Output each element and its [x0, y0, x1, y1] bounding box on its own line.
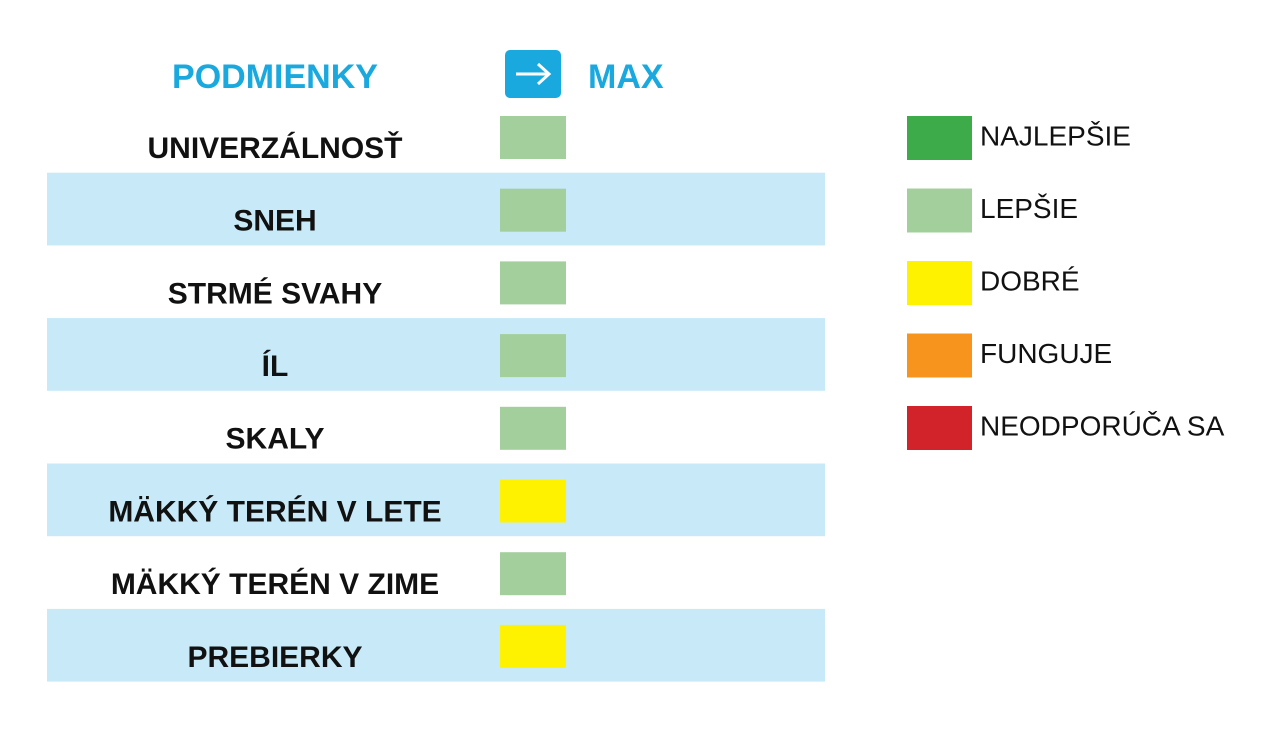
legend-swatch — [907, 116, 972, 160]
row-band — [47, 318, 825, 391]
row-band — [47, 172, 825, 246]
rating-swatch — [500, 116, 566, 159]
rating-swatch — [500, 479, 566, 523]
row-label: MÄKKÝ TERÉN V ZIME — [111, 567, 439, 601]
rating-swatch — [500, 261, 566, 305]
row-label: STRMÉ SVAHY — [168, 276, 382, 310]
legend-swatch — [907, 333, 972, 378]
row-label: UNIVERZÁLNOSŤ — [148, 131, 403, 165]
arrow-icon — [505, 50, 561, 98]
legend-swatch — [907, 261, 972, 305]
legend-label: FUNGUJE — [980, 338, 1112, 369]
rating-swatch — [500, 188, 566, 232]
rating-swatch — [500, 334, 566, 378]
rating-swatch — [500, 624, 566, 668]
legend-label: NEODPORÚČA SA — [980, 410, 1225, 441]
rating-swatch — [500, 406, 566, 450]
row-label: SNEH — [233, 205, 316, 238]
row-label: PREBIERKY — [187, 641, 362, 674]
legend-label: DOBRÉ — [980, 265, 1080, 296]
legend-swatch — [907, 188, 972, 233]
rating-swatch — [500, 552, 566, 596]
legend-label: NAJLEPŠIE — [980, 120, 1131, 151]
row-band — [47, 608, 825, 682]
row-label: ÍL — [262, 349, 289, 383]
legend-label: LEPŠIE — [980, 193, 1078, 224]
row-band — [47, 463, 825, 537]
header-column: MAX — [588, 58, 664, 96]
legend-swatch — [907, 406, 972, 450]
row-label: SKALY — [226, 423, 325, 456]
header-title: PODMIENKY — [172, 58, 378, 96]
row-label: MÄKKÝ TERÉN V LETE — [108, 494, 441, 528]
